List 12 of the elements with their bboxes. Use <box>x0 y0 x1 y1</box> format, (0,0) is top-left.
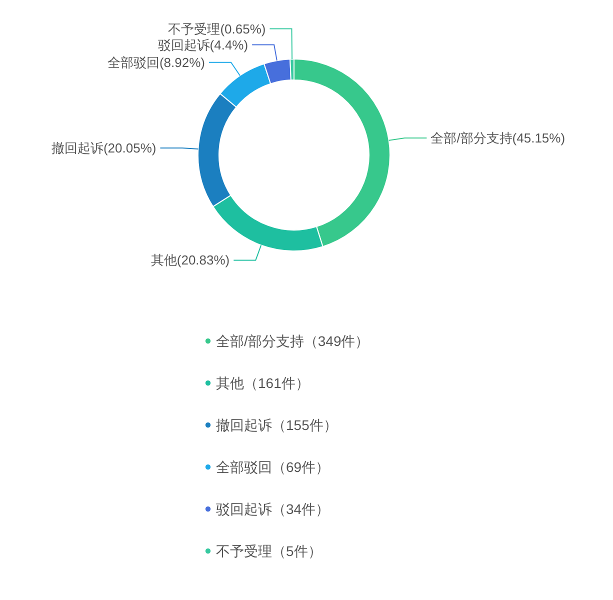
data-label: 不予受理(0.65%) <box>168 21 266 36</box>
legend-label: 其他（161件） <box>216 375 310 391</box>
data-label: 驳回起诉(4.4%) <box>158 37 248 52</box>
legend-label: 全部/部分支持（349件） <box>216 333 370 349</box>
data-label: 全部驳回(8.92%) <box>107 54 205 70</box>
data-label: 全部/部分支持(45.15%) <box>430 130 566 146</box>
data-label: 其他(20.83%) <box>150 252 230 268</box>
legend-label: 不予受理（5件） <box>216 543 322 559</box>
data-label: 撤回起诉(20.05%) <box>51 140 156 156</box>
legend-label: 全部驳回（69件） <box>216 459 330 475</box>
legend-label: 撤回起诉（155件） <box>216 417 338 433</box>
legend-label: 驳回起诉（34件） <box>216 501 330 517</box>
